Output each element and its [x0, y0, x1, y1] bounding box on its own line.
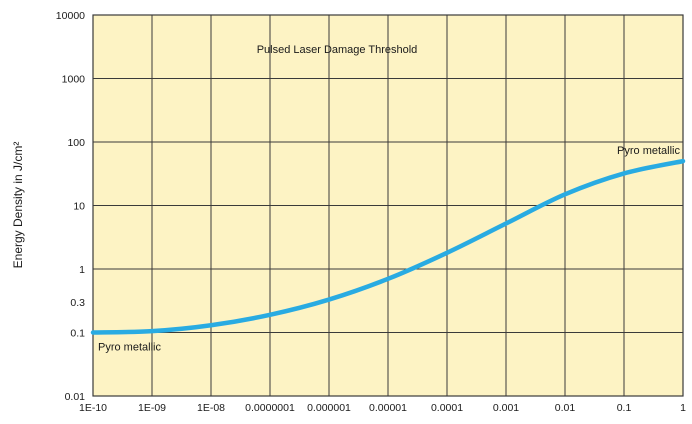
x-tick-label: 0.00001	[369, 402, 407, 414]
y-axis-ticks: 0.01 0.1 0.3 1 10 100 1000 10000	[56, 10, 85, 403]
y-tick-label: 0.1	[70, 328, 85, 340]
x-tick-label: 1	[680, 402, 686, 414]
y-tick-label: 0.3	[70, 297, 85, 309]
annotations: Pyro metallic Pyro metallic	[98, 145, 680, 353]
x-tick-label: 0.1	[617, 402, 632, 414]
y-axis-label: Energy Density in J/cm²	[11, 142, 25, 269]
y-tick-label: 10000	[56, 10, 85, 22]
x-tick-label: 0.01	[555, 402, 576, 414]
x-tick-label: 0.000001	[307, 402, 351, 414]
y-tick-label: 1	[79, 264, 85, 276]
plot-frame	[92, 14, 684, 397]
annotation-label: Pyro metallic	[98, 342, 161, 354]
chart-title: Pulsed Laser Damage Threshold	[257, 44, 418, 56]
x-tick-label: 0.0001	[431, 402, 463, 414]
y-tick-label: 0.01	[65, 391, 86, 403]
y-tick-label: 100	[67, 137, 85, 149]
grid	[92, 14, 684, 397]
y-tick-label: 1000	[62, 74, 86, 86]
x-tick-label: 1E-09	[138, 402, 166, 414]
x-tick-label: 1E-08	[197, 402, 225, 414]
series-line	[90, 158, 686, 335]
curve-layer	[90, 158, 686, 335]
x-tick-label: 1E-10	[79, 402, 107, 414]
x-axis-ticks: 1E-10 1E-09 1E-08 0.0000001 0.000001 0.00001 0…	[79, 402, 686, 414]
x-tick-label: 0.0000001	[245, 402, 295, 414]
y-tick-label: 10	[73, 201, 85, 213]
x-tick-label: 0.001	[493, 402, 519, 414]
annotation-label: Pyro metallic	[617, 145, 680, 157]
